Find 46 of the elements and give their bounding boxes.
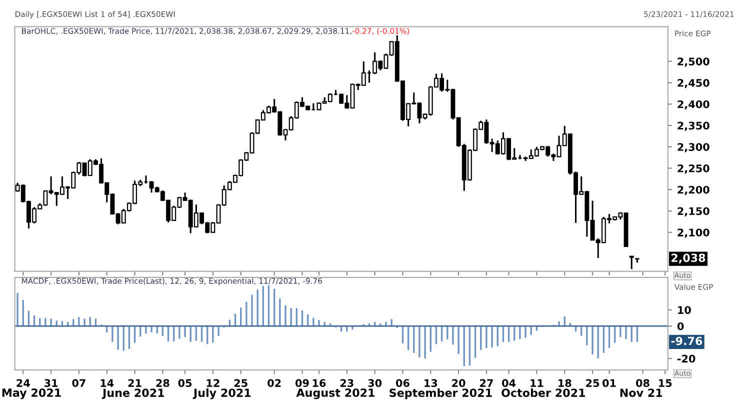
y-tick-label: 2,450 — [678, 78, 710, 88]
text: August 2021 — [296, 388, 375, 400]
y-tick-label: 2,400 — [678, 100, 710, 110]
text: September 2021 — [390, 388, 492, 400]
x-tick-label: 14 — [100, 379, 114, 387]
y-tick-label: 2,300 — [678, 143, 710, 152]
x-tick-label: 24 — [16, 379, 30, 387]
x-tick-label: 02 — [268, 379, 281, 387]
text: October 2021 — [502, 388, 586, 397]
x-tick-label: 01 — [602, 379, 616, 387]
x-tick-label: 04 — [502, 379, 516, 387]
x-tick-label: 30 — [368, 379, 382, 387]
x-tick-label: 18 — [558, 379, 572, 387]
x-tick-label: 25 — [586, 379, 600, 387]
x-tick-label: 23 — [340, 379, 354, 387]
x-tick-label: 25 — [234, 379, 248, 387]
annotation: -9.76 — [671, 336, 702, 346]
text: July 2021 — [192, 388, 251, 400]
y-tick-label: 0 — [677, 322, 684, 330]
y-tick-label: 2,100 — [678, 228, 710, 238]
y-tick-label: 2,500 — [678, 58, 710, 67]
x-tick-label: 12 — [206, 379, 220, 387]
y-tick-label: 2,250 — [678, 164, 710, 174]
x-tick-label: 21 — [128, 379, 142, 387]
x-tick-label: 28 — [156, 379, 170, 387]
x-tick-label: 08 — [636, 379, 650, 387]
y-tick-label: 2,200 — [678, 186, 710, 196]
x-tick-label: 16 — [312, 379, 326, 387]
x-tick-label: 13 — [424, 379, 438, 387]
x-tick-label: 06 — [396, 379, 410, 387]
text: May 2021 — [2, 388, 61, 400]
y-tick-label: -20 — [677, 354, 696, 363]
y-tick-label: 2,350 — [678, 122, 710, 131]
x-tick-label: 27 — [480, 379, 493, 387]
text: June 2021 — [102, 388, 164, 400]
y-tick-label: 10 — [678, 306, 691, 314]
annotation: 2,038 — [672, 254, 706, 264]
x-tick-label: 11 — [530, 379, 544, 387]
text: Nov 21 — [620, 388, 662, 397]
x-tick-label: 09 — [296, 379, 309, 387]
x-tick-label: 05 — [178, 379, 192, 387]
y-tick-label: 2,150 — [678, 207, 710, 216]
x-tick-label: 20 — [452, 379, 466, 387]
x-tick-label: 15 — [659, 379, 672, 387]
x-tick-label: 31 — [44, 379, 58, 387]
x-tick-label: 07 — [72, 379, 86, 387]
